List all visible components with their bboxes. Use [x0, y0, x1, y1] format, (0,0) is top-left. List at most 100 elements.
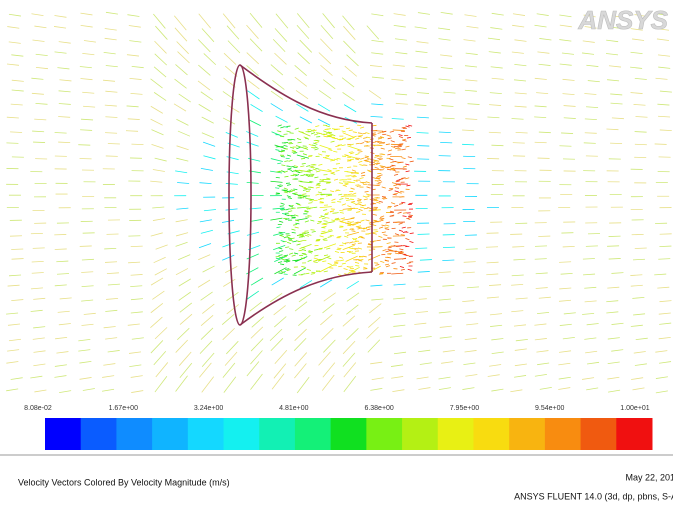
vector: [8, 13, 22, 17]
vector: [285, 258, 290, 261]
vector: [512, 142, 525, 144]
vector: [54, 248, 67, 250]
vector: [289, 146, 295, 149]
vector: [250, 277, 264, 286]
vector: [402, 215, 407, 217]
vector: [33, 363, 46, 367]
vector: [398, 245, 403, 247]
vector: [351, 175, 356, 177]
vector: [326, 132, 331, 134]
vector: [302, 193, 307, 195]
vector: [349, 143, 354, 146]
vector: [379, 215, 385, 218]
vector: [363, 207, 368, 210]
vector: [381, 224, 386, 227]
vector: [582, 40, 595, 43]
vector: [657, 286, 670, 289]
vector: [59, 79, 72, 82]
vector: [397, 144, 402, 147]
vector: [323, 270, 328, 273]
logo: ANSYS: [577, 5, 668, 35]
vector: [334, 251, 340, 253]
vector: [409, 160, 414, 163]
vector: [280, 156, 285, 158]
vector: [344, 183, 349, 186]
vector: [308, 250, 313, 253]
vector: [337, 201, 342, 203]
vector: [177, 327, 190, 341]
vector: [275, 13, 289, 29]
vector: [323, 243, 337, 249]
vector: [288, 159, 293, 162]
vector: [82, 388, 95, 391]
vector: [104, 37, 117, 41]
vector: [322, 156, 336, 161]
colorbar-label: 7.95e+00: [450, 405, 479, 412]
vector: [273, 231, 286, 236]
color-swatch: [223, 418, 260, 450]
vector: [402, 165, 408, 168]
vector: [390, 143, 403, 146]
vector: [287, 142, 293, 144]
vector: [283, 170, 288, 173]
color-swatch: [473, 418, 510, 450]
vector: [441, 361, 454, 364]
vector: [11, 299, 24, 302]
vector: [222, 254, 235, 261]
vector: [401, 177, 406, 180]
color-swatch: [402, 418, 439, 450]
vector: [401, 226, 406, 229]
vector: [386, 167, 391, 169]
vector: [339, 221, 345, 223]
vector: [174, 27, 188, 42]
vector: [129, 364, 142, 368]
vector: [224, 351, 238, 366]
vector: [659, 90, 672, 93]
vector: [292, 240, 297, 243]
vector: [347, 193, 352, 196]
vector: [283, 126, 288, 128]
vector: [318, 247, 323, 250]
vector: [176, 118, 189, 126]
vector: [405, 237, 410, 241]
vector: [321, 217, 327, 220]
vector: [153, 66, 167, 78]
vector: [379, 136, 385, 139]
vector: [416, 41, 429, 44]
vector: [346, 171, 359, 174]
vector: [279, 250, 284, 252]
vector: [343, 268, 348, 271]
vector: [381, 196, 387, 198]
vector: [319, 144, 332, 150]
vector: [658, 312, 671, 315]
vector: [366, 228, 371, 231]
vector: [584, 26, 597, 29]
vector: [318, 216, 324, 219]
vector: [403, 245, 408, 247]
vector: [322, 303, 335, 314]
vector: [559, 323, 572, 326]
vector: [347, 224, 352, 227]
vector: [34, 389, 47, 393]
vector: [490, 27, 503, 30]
vector: [535, 272, 548, 275]
color-swatch: [152, 418, 189, 450]
vector: [371, 40, 384, 43]
vector: [390, 140, 395, 143]
vector: [316, 182, 321, 185]
vector: [292, 173, 297, 176]
vector: [385, 224, 390, 227]
vector: [299, 116, 313, 124]
vector: [658, 66, 671, 69]
vector: [467, 103, 480, 105]
vector: [298, 169, 311, 173]
vector: [222, 362, 236, 378]
vector: [299, 181, 312, 184]
vector: [107, 143, 120, 145]
vector: [175, 64, 188, 76]
vector: [378, 226, 384, 229]
vector: [333, 178, 339, 181]
vector: [363, 160, 368, 162]
vector: [81, 271, 94, 273]
vector: [385, 265, 391, 268]
